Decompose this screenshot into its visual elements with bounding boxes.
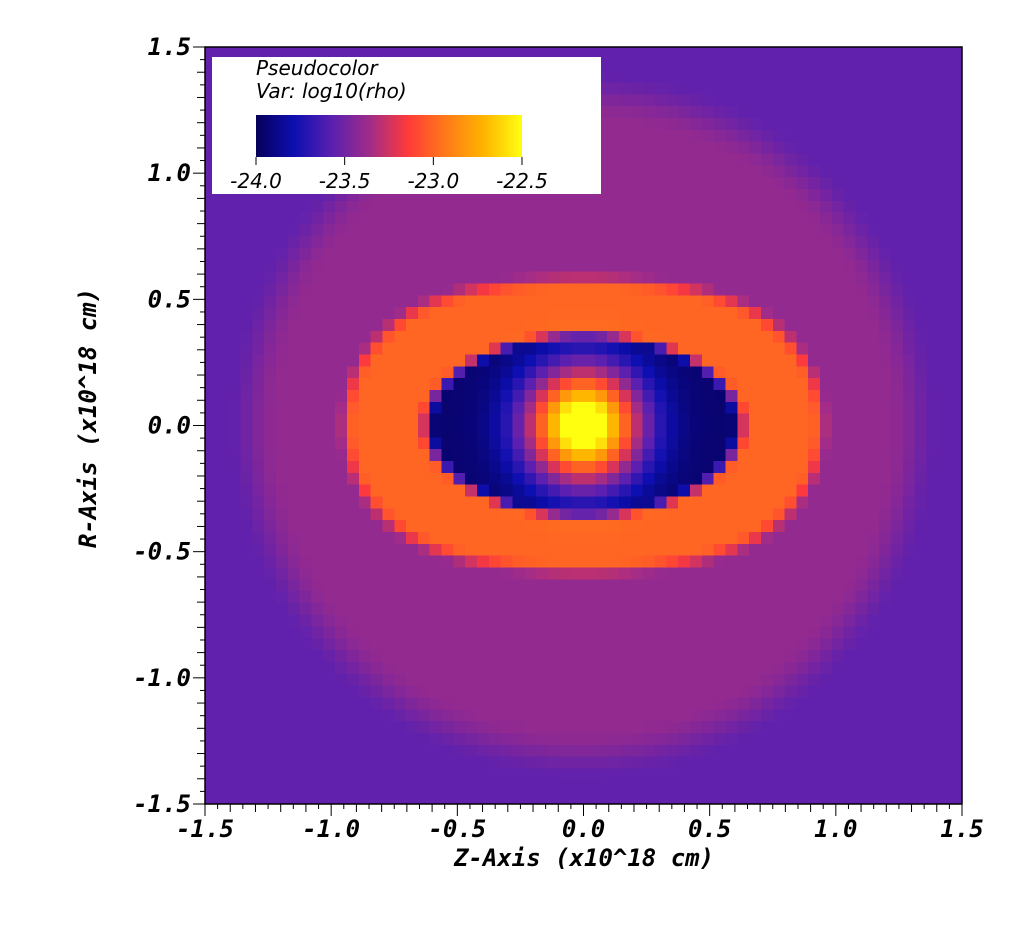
x-tick-label: -0.5 <box>428 815 486 843</box>
legend-variable: Var: log10(rho) <box>256 79 407 103</box>
colorbar-tick-label: -23.5 <box>319 169 371 193</box>
x-tick-label: 0.5 <box>688 815 731 843</box>
x-tick-label: -1.5 <box>176 815 234 843</box>
x-tick-label: 0.0 <box>562 815 605 843</box>
y-tick-label: 1.5 <box>148 33 191 61</box>
x-tick-label: -1.0 <box>302 815 360 843</box>
y-tick-label: -1.0 <box>133 664 191 692</box>
y-tick-label: -1.5 <box>133 790 191 818</box>
legend-title: Pseudocolor <box>256 56 379 80</box>
y-tick-label: 0.0 <box>148 412 191 440</box>
colorbar-tick-label: -23.0 <box>407 169 459 193</box>
x-axis-title: Z-Axis (x10^18 cm) <box>453 844 714 872</box>
x-tick-label: 1.5 <box>940 815 983 843</box>
colorbar-ticks: -24.0 -23.5 -23.0 -22.5 <box>230 157 548 193</box>
colorbar-tick-label: -24.0 <box>230 169 282 193</box>
colorbar-legend: Pseudocolor Var: log10(rho) -24.0 -23.5 -2… <box>212 56 601 194</box>
colorbar-tick-label: -22.5 <box>496 169 548 193</box>
y-axis-ticks: -1.5 -1.0 -0.5 0.0 0.5 1.0 1.5 <box>133 33 205 818</box>
y-tick-label: -0.5 <box>133 538 191 566</box>
y-tick-label: 0.5 <box>148 285 191 313</box>
colorbar <box>256 115 522 157</box>
x-axis-ticks: -1.5 -1.0 -0.5 0.0 0.5 1.0 1.5 <box>176 804 984 843</box>
y-axis-title: R-Axis (x10^18 cm) <box>74 288 102 548</box>
x-tick-label: 1.0 <box>814 815 857 843</box>
y-tick-label: 1.0 <box>148 159 191 187</box>
